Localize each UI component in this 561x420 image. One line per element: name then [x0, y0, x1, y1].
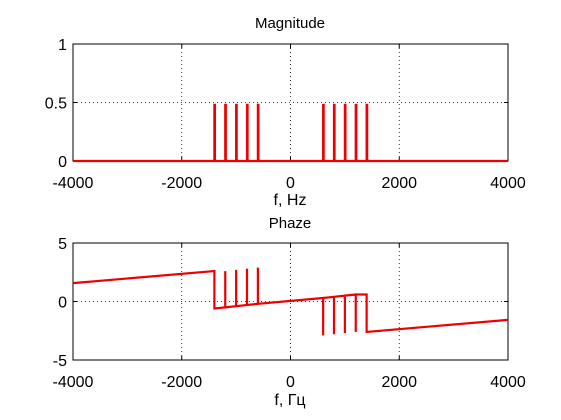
x-tick-label: 0 [286, 175, 295, 192]
phase-xlabel: f, Гц [274, 392, 305, 409]
x-tick-label: -2000 [161, 175, 202, 192]
x-tick-label: 4000 [490, 374, 526, 391]
x-tick-label: 0 [286, 374, 295, 391]
x-tick-label: -4000 [53, 374, 94, 391]
x-tick-label: 4000 [490, 175, 526, 192]
y-tick-label: 0 [58, 154, 67, 171]
magnitude-plot: Magnitude -4000 -2000 0 2000 4000 0 0.5 1 f, Hz [45, 15, 526, 209]
phase-title: Phaze [269, 215, 312, 232]
magnitude-axes-box [72, 43, 509, 162]
series-line [73, 103, 508, 163]
x-tick-label: -4000 [53, 175, 94, 192]
y-tick-label: -5 [53, 353, 67, 370]
y-tick-label: 5 [58, 236, 67, 253]
x-tick-label: -2000 [161, 374, 202, 391]
y-tick-label: 0.5 [45, 96, 67, 113]
magnitude-title: Magnitude [255, 15, 325, 32]
phase-plot: Phaze -4000 -2000 0 2000 4000 -5 0 5 f, Гц [53, 215, 526, 409]
magnitude-xlabel: f, Hz [274, 192, 307, 209]
y-tick-label: 1 [58, 37, 67, 54]
series-line [72, 267, 509, 336]
x-tick-label: 2000 [381, 175, 417, 192]
y-tick-label: 0 [58, 295, 67, 312]
x-tick-label: 2000 [381, 374, 417, 391]
